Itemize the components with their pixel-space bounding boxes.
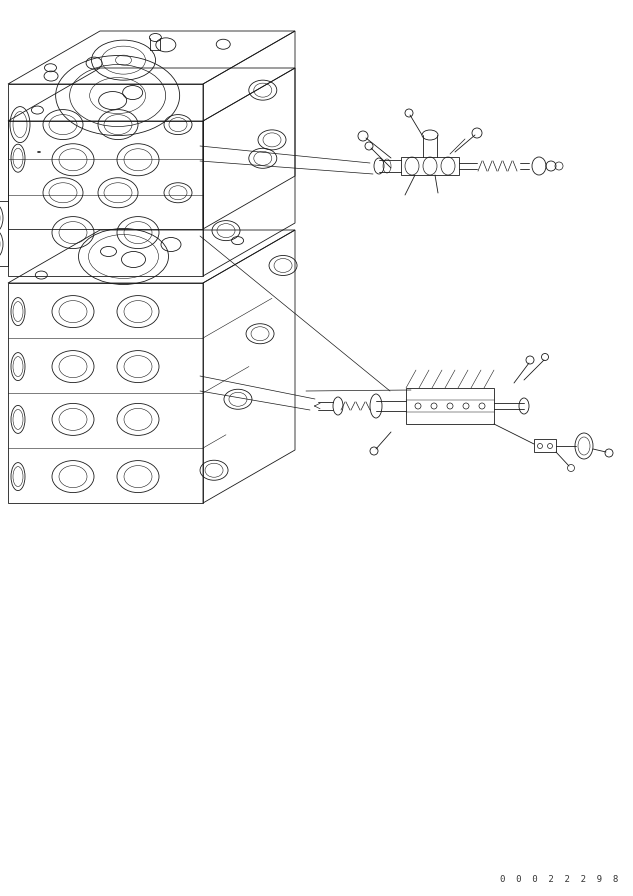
Text: 0  0  0  2  2  2  9  8: 0 0 0 2 2 2 9 8	[499, 875, 618, 884]
